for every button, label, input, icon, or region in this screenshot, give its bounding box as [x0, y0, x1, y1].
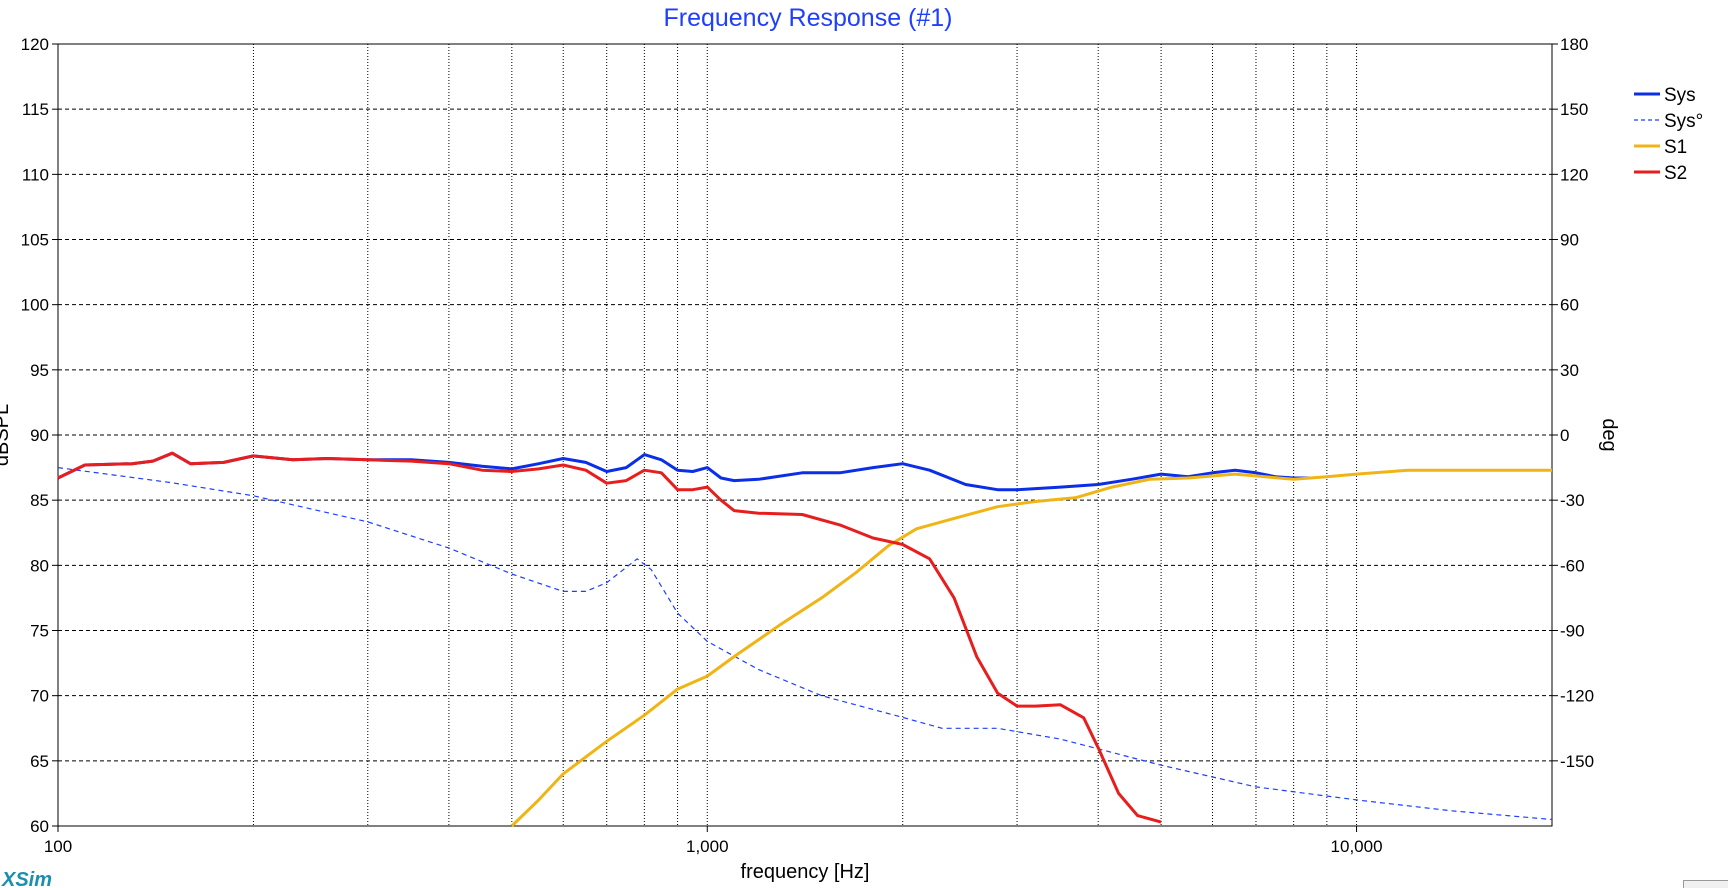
legend-label: S1 — [1664, 137, 1687, 158]
legend: Sys Sys° S1 S2 — [1634, 85, 1703, 184]
y2-tick-label: 180 — [1560, 35, 1588, 54]
window-corner-control[interactable] — [1683, 880, 1728, 888]
y-axis-ticks: 120 115 110 105 100 95 90 85 80 75 70 65 60 — [21, 35, 58, 836]
y2-tick-label: -150 — [1560, 752, 1594, 771]
y-tick-label: 90 — [30, 426, 49, 445]
series-line-sys — [57, 467, 1553, 821]
series-line-s2 — [57, 451, 1162, 824]
y-tick-label: 115 — [22, 100, 49, 119]
series-lines — [57, 451, 1553, 828]
chart-title: Frequency Response (#1) — [663, 4, 952, 32]
y2-tick-label: 150 — [1560, 100, 1588, 119]
y2-tick-label: -60 — [1560, 556, 1585, 575]
series-line-s1 — [510, 468, 1552, 828]
xsim-logo: XSim — [1, 869, 52, 888]
y2-tick-label: 60 — [1560, 296, 1579, 315]
y2-tick-label: 120 — [1560, 165, 1588, 184]
y-tick-label: 80 — [30, 556, 49, 575]
grid — [58, 44, 1552, 826]
legend-label: Sys — [1664, 85, 1696, 106]
y2-tick-label: -90 — [1560, 622, 1585, 641]
y-tick-label: 65 — [30, 752, 49, 771]
y-tick-label: 100 — [21, 296, 49, 315]
y-tick-label: 95 — [30, 361, 49, 380]
x-axis-ticks: 100 1,000 10,000 — [44, 826, 1383, 856]
legend-label: S2 — [1664, 163, 1687, 184]
y-tick-label: 60 — [30, 817, 49, 836]
y2-tick-label: -120 — [1560, 687, 1594, 706]
y-tick-label: 110 — [22, 165, 49, 184]
y-tick-label: 85 — [30, 491, 49, 510]
x-tick-label: 10,000 — [1331, 837, 1383, 856]
y2-tick-label: 0 — [1560, 426, 1569, 445]
y2-tick-label: -30 — [1560, 491, 1585, 510]
y2-tick-label: 30 — [1560, 361, 1579, 380]
y-tick-label: 70 — [30, 687, 49, 706]
y-tick-label: 105 — [21, 231, 49, 250]
y2-tick-label: 90 — [1560, 231, 1579, 250]
y-tick-label: 75 — [30, 622, 49, 641]
y2-axis-ticks: 180 150 120 90 60 30 0 -30 -60 -90 -120 -150 — [1552, 35, 1594, 771]
y-tick-label: 120 — [21, 35, 49, 54]
x-tick-label: 1,000 — [686, 837, 729, 856]
y2-axis-label: deg — [1598, 418, 1620, 451]
x-tick-label: 100 — [44, 837, 72, 856]
y-axis-label: dBSPL — [0, 404, 13, 466]
x-axis-label: frequency [Hz] — [741, 861, 870, 883]
legend-label: Sys° — [1664, 111, 1703, 132]
